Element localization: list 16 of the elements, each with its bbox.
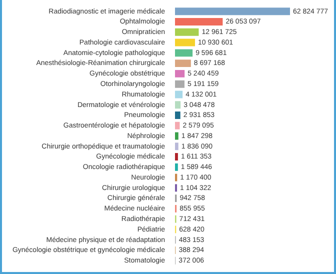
bar (175, 132, 178, 140)
bar (175, 111, 180, 119)
bar (175, 122, 180, 130)
bar (175, 8, 290, 16)
bar (175, 101, 181, 109)
bar (175, 28, 199, 36)
bar (175, 90, 183, 98)
bar (175, 38, 196, 46)
bar (175, 80, 185, 88)
bar (175, 49, 193, 57)
bar (175, 142, 178, 150)
bar (175, 18, 223, 26)
bar (175, 153, 178, 161)
bar (175, 60, 191, 68)
bar (175, 163, 178, 171)
bar (175, 70, 185, 78)
